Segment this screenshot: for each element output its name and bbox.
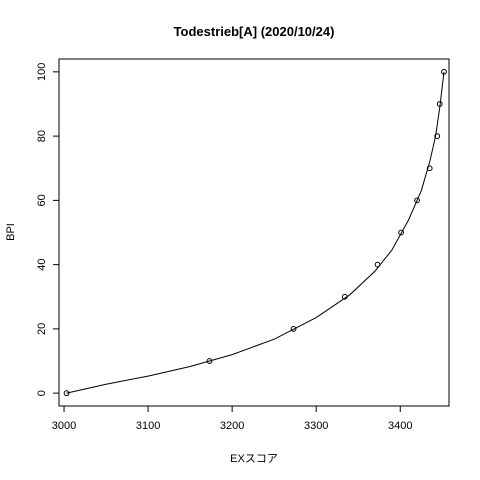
x-axis-label: EXスコア bbox=[230, 453, 278, 465]
data-point bbox=[414, 197, 420, 204]
data-points bbox=[63, 68, 447, 397]
x-axis: 3000 3100 3200 3300 3400 bbox=[52, 405, 412, 432]
y-tick-label: 60 bbox=[36, 194, 48, 206]
data-point bbox=[434, 133, 441, 140]
data-point bbox=[441, 68, 447, 75]
x-tick-label: 3000 bbox=[52, 420, 76, 432]
x-tick-label: 3100 bbox=[136, 420, 160, 432]
plot-frame bbox=[58, 58, 450, 407]
data-point bbox=[398, 229, 404, 236]
y-tick-label: 100 bbox=[36, 63, 48, 81]
data-point bbox=[341, 293, 348, 300]
x-tick-label: 3200 bbox=[220, 420, 244, 432]
data-point bbox=[374, 261, 381, 268]
y-axis-label: BPI bbox=[5, 223, 17, 241]
y-tick-label: 20 bbox=[36, 323, 48, 335]
data-point bbox=[206, 358, 213, 364]
chart-title: Todestrieb[A] (2020/10/24) bbox=[174, 24, 335, 39]
data-point bbox=[436, 101, 443, 107]
y-tick-label: 0 bbox=[36, 390, 48, 396]
fit-curve bbox=[66, 71, 445, 394]
data-point bbox=[426, 165, 433, 172]
data-point bbox=[63, 390, 70, 397]
y-tick-label: 80 bbox=[36, 130, 48, 142]
y-tick-label: 40 bbox=[36, 259, 48, 271]
data-point bbox=[290, 325, 297, 332]
x-tick-label: 3300 bbox=[304, 420, 328, 432]
x-tick-label: 3400 bbox=[388, 420, 412, 432]
y-axis: 0 20 40 60 80 100 bbox=[36, 63, 60, 396]
